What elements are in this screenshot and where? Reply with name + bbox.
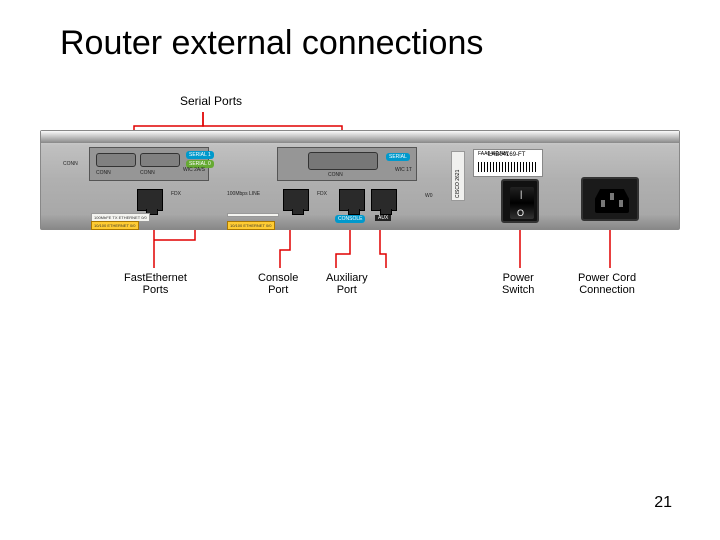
label-power-cord: Power CordConnection <box>578 272 636 296</box>
yellow-label-fe0: 10/100 ETHERNET 0/0 <box>91 221 139 230</box>
serial-port-big <box>308 152 378 170</box>
text-conn-edge: CONN <box>63 161 78 167</box>
aux-port <box>371 189 397 211</box>
badge-serial1: SERIAL 1 <box>186 151 214 159</box>
power-cord-inlet <box>581 177 639 221</box>
page-number: 21 <box>654 494 672 512</box>
text-conn-1: CONN <box>96 170 111 176</box>
label-console: ConsolePort <box>258 272 298 296</box>
label-fastethernet: FastEthernetPorts <box>124 272 187 296</box>
text-conn-3: CONN <box>328 172 343 178</box>
cisco-model-label: CISCO 2621 <box>451 151 465 201</box>
text-fdx-2: FDX <box>317 191 327 197</box>
text-wic2as: WIC 2A/S <box>183 167 205 173</box>
white-label-fe1 <box>227 213 279 217</box>
text-conn-2: CONN <box>140 170 155 176</box>
serial-port-0 <box>96 153 136 167</box>
router-chassis: SERIAL 1 SERIAL 0 CONN CONN WIC 2A/S SER… <box>40 130 680 230</box>
label-power-switch: PowerSwitch <box>502 272 534 296</box>
power-switch <box>501 179 539 223</box>
text-fdx-1: FDX <box>171 191 181 197</box>
rocker-icon <box>510 187 534 219</box>
wic-panel-mid: SERIAL CONN WIC 1T <box>277 147 417 181</box>
slide-title: Router external connections <box>60 24 483 63</box>
barcode-sticker: FAA0440J4W LAB04169-FT <box>473 149 543 177</box>
fastethernet-port-0 <box>137 189 163 211</box>
text-w0: W0 <box>425 193 433 199</box>
chassis-top-rail <box>41 131 679 143</box>
serial-port-1 <box>140 153 180 167</box>
label-aux: AuxiliaryPort <box>326 272 368 296</box>
badge-console: CONSOLE <box>335 215 365 223</box>
fastethernet-port-1 <box>283 189 309 211</box>
badge-serial: SERIAL <box>386 153 410 161</box>
badge-aux: AUX <box>375 215 391 221</box>
text-wic1t: WIC 1T <box>395 167 412 173</box>
router-diagram: Serial Ports SERIAL 1 SERIAL 0 CONN <box>30 80 690 320</box>
text-100line: 100Mbps LINE <box>227 191 260 197</box>
yellow-label-fe1: 10/100 ETHERNET 0/0 <box>227 221 275 230</box>
wic-panel-left: SERIAL 1 SERIAL 0 CONN CONN WIC 2A/S <box>89 147 209 181</box>
console-port <box>339 189 365 211</box>
